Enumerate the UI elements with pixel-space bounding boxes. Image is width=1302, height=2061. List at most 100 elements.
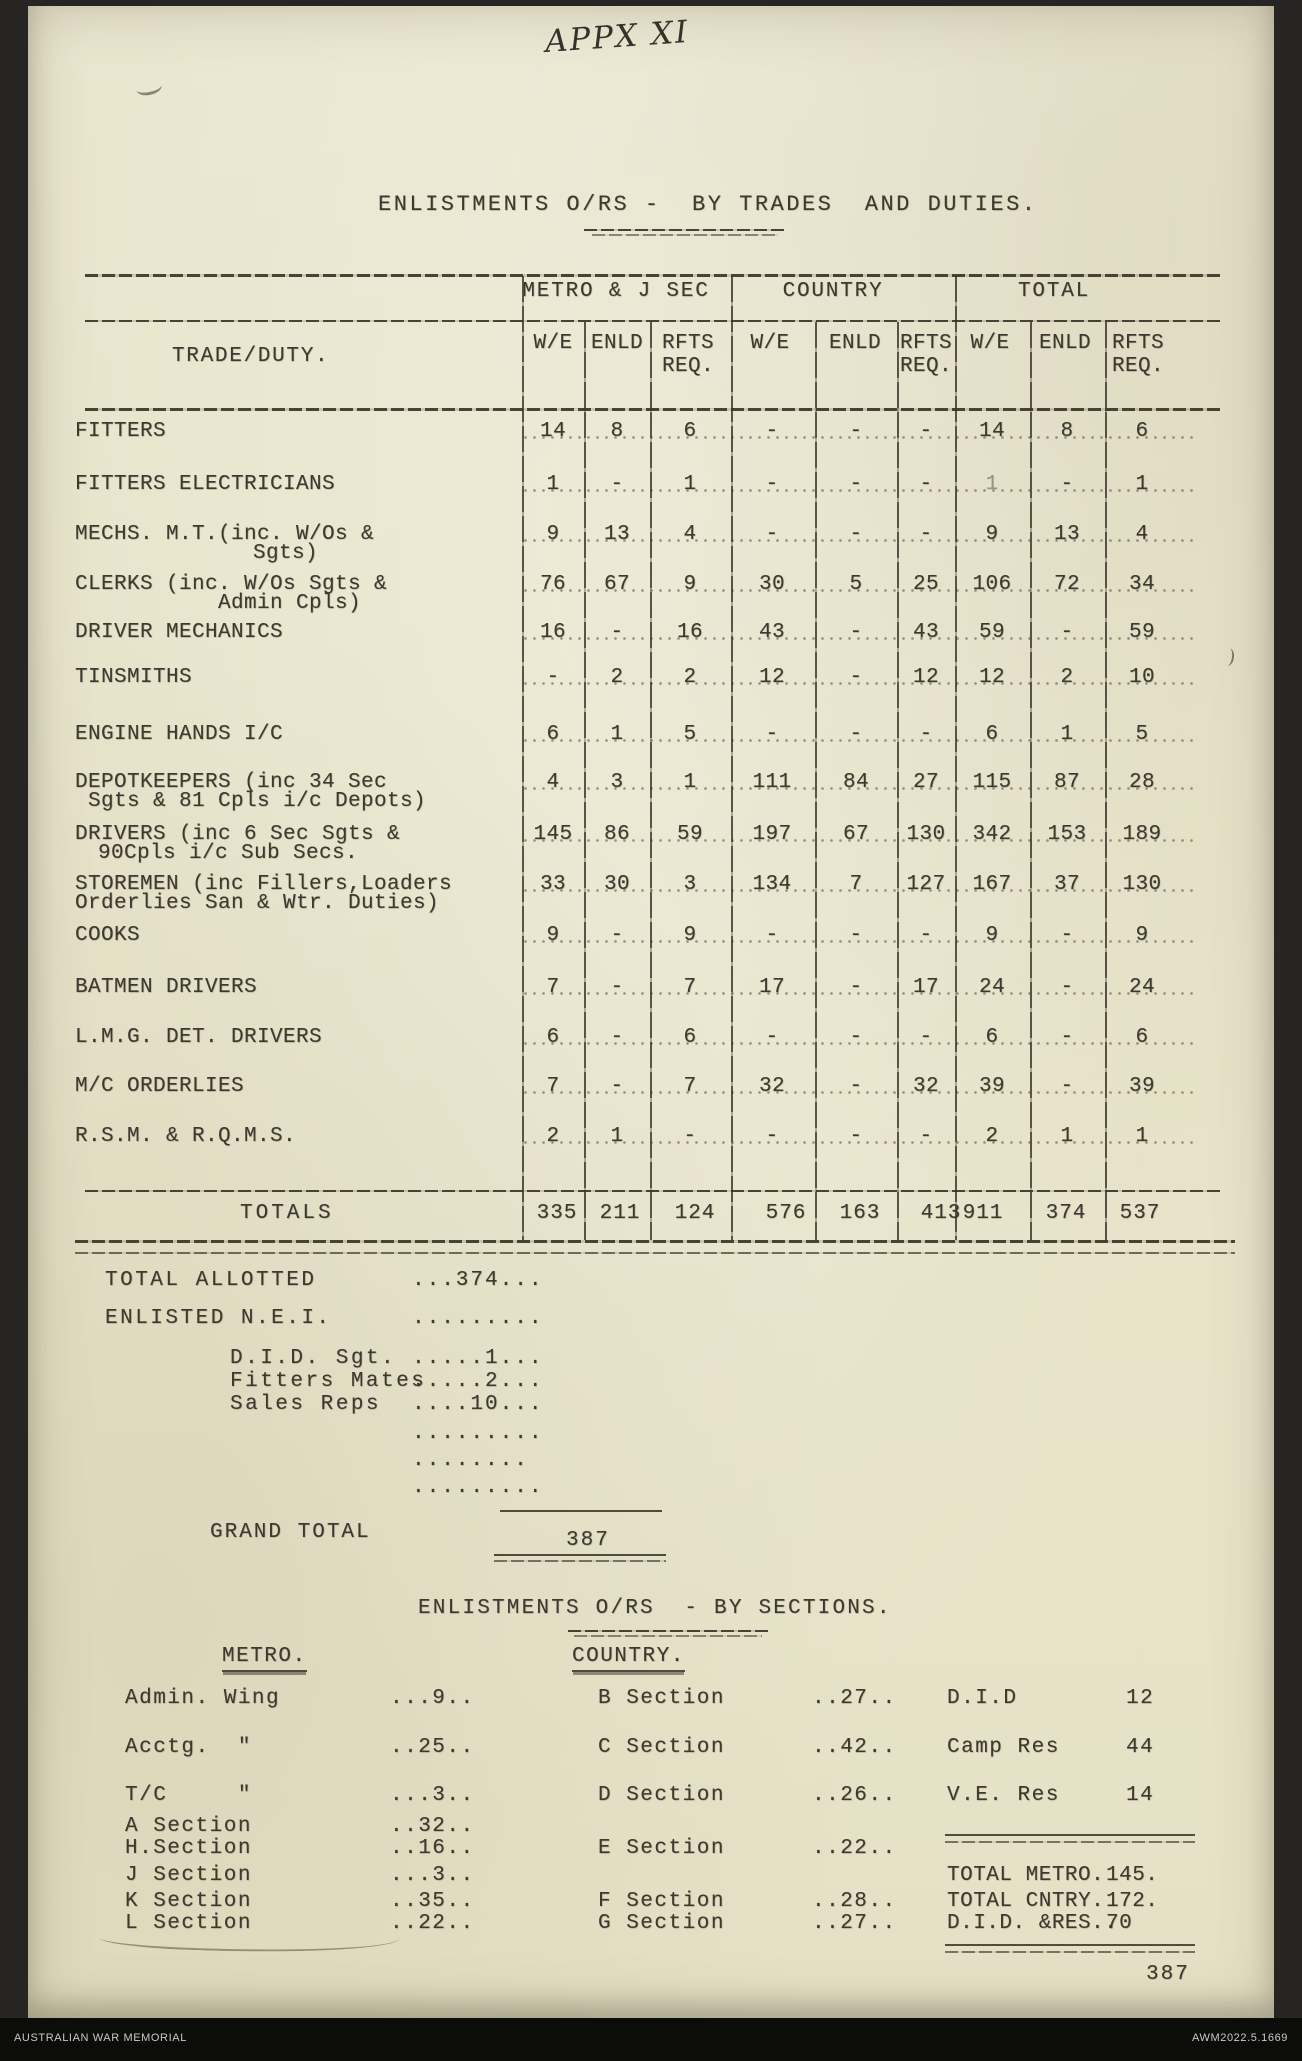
cell-value: 32 <box>758 1075 786 1098</box>
trade-label: Admin Cpls) <box>218 592 362 615</box>
summary-label: Fitters Mates <box>230 1370 427 1393</box>
cell-value: 9 <box>985 523 999 546</box>
sections-total-label: TOTAL CNTRY. <box>947 1890 1105 1913</box>
cell-value: - <box>765 924 779 947</box>
cell-value: 3 <box>610 771 624 794</box>
totals-bottom-rule-echo <box>75 1252 1235 1254</box>
cell-value: - <box>849 1125 863 1148</box>
subheader-we: W/E <box>970 332 1010 355</box>
archive-reference-number: AWM2022.5.1669 <box>1191 2032 1288 2044</box>
cell-value: - <box>919 523 933 546</box>
cell-value: 1 <box>683 473 697 496</box>
cell-value: 5 <box>849 573 863 596</box>
cell-value: 24 <box>1128 976 1156 999</box>
cell-value: - <box>610 924 624 947</box>
table-column-divider <box>1030 322 1032 1240</box>
cell-value: - <box>919 1026 933 1049</box>
table-group-divider <box>731 276 733 1240</box>
cell-value: 30 <box>603 873 631 896</box>
cell-value: 130 <box>906 823 946 846</box>
sections-subtotal-rule-2-echo <box>945 1951 1195 1953</box>
cell-value: 6 <box>985 1026 999 1049</box>
metro-section-value: ..16.. <box>390 1837 475 1860</box>
cell-value: 115 <box>972 771 1012 794</box>
cell-value: - <box>1060 1075 1074 1098</box>
totals-bottom-rule <box>75 1240 1235 1243</box>
sections-total-label: D.I.D. &RES.. <box>947 1912 1118 1935</box>
totals-value: 374 <box>1045 1202 1087 1225</box>
trade-label: CLERKS (inc. W/Os Sgts & <box>75 573 388 596</box>
cell-value: 24 <box>978 976 1006 999</box>
column-group-header: TOTAL <box>1017 280 1091 303</box>
cell-value: - <box>765 1125 779 1148</box>
cell-value: 2 <box>1060 666 1074 689</box>
cell-value: 1 <box>1135 473 1149 496</box>
totals-value: 911 <box>962 1202 1004 1225</box>
dotted-leader <box>524 787 1196 790</box>
cell-value: 7 <box>546 1075 560 1098</box>
trade-label: FITTERS ELECTRICIANS <box>75 473 336 496</box>
cell-value: 127 <box>906 873 946 896</box>
sections-subtotal-rule-2 <box>945 1944 1195 1946</box>
sections-total-value: 70 <box>1106 1912 1133 1935</box>
cell-value: 14 <box>978 420 1006 443</box>
subheader-enld: ENLD <box>1038 332 1092 355</box>
summary-value: ......... <box>412 1422 544 1445</box>
totals-value: 413 <box>920 1202 962 1225</box>
cell-value: - <box>765 1026 779 1049</box>
cell-value: 17 <box>758 976 786 999</box>
grand-total-label: GRAND TOTAL <box>210 1521 371 1544</box>
cell-value: 25 <box>912 573 940 596</box>
trade-label: DEPOTKEEPERS (inc 34 Sec <box>75 771 388 794</box>
subheader-we: W/E <box>750 332 790 355</box>
cell-value: - <box>546 666 560 689</box>
trade-label: R.S.M. & R.Q.M.S. <box>75 1125 297 1148</box>
totals-value: 124 <box>674 1202 716 1225</box>
metro-section-value: ..35.. <box>390 1890 475 1913</box>
pen-squiggle-mark <box>134 77 164 98</box>
table-header-rule <box>85 320 1220 322</box>
cell-value: 197 <box>752 823 792 846</box>
totals-value: 576 <box>765 1202 807 1225</box>
trade-label: Sgts) <box>253 542 319 565</box>
cell-value: 37 <box>1053 873 1081 896</box>
cell-value: - <box>610 473 624 496</box>
grand-total-underline-echo <box>494 1560 666 1562</box>
subheader-req: REQ. <box>899 355 953 378</box>
cell-value: 17 <box>912 976 940 999</box>
cell-value: 59 <box>1128 621 1156 644</box>
cell-value: 3 <box>683 873 697 896</box>
metro-section-label: Acctg. " <box>125 1736 252 1759</box>
totals-value: 163 <box>839 1202 881 1225</box>
cell-value: - <box>849 523 863 546</box>
cell-value: - <box>849 473 863 496</box>
cell-value: 5 <box>1135 723 1149 746</box>
title-underline-echo <box>592 234 778 236</box>
table-group-divider <box>522 276 524 1240</box>
cell-value: - <box>1060 473 1074 496</box>
cell-value: - <box>849 666 863 689</box>
metro-section-value: ...9.. <box>390 1687 475 1710</box>
grand-total-top-rule <box>500 1510 662 1512</box>
cell-value: - <box>849 924 863 947</box>
cell-value: 14 <box>539 420 567 443</box>
dotted-leader <box>524 940 1196 943</box>
cell-value: 16 <box>676 621 704 644</box>
cell-value: - <box>1060 976 1074 999</box>
cell-value: 59 <box>978 621 1006 644</box>
dotted-leader <box>524 1042 1196 1045</box>
cell-value: 8 <box>610 420 624 443</box>
dotted-leader <box>524 489 1196 492</box>
table-column-divider <box>897 322 899 1240</box>
country-section-label: F Section <box>598 1890 725 1913</box>
metro-section-value: ...3.. <box>390 1864 475 1887</box>
summary-value: ......... <box>412 1307 544 1330</box>
metro-section-label: A Section <box>125 1815 252 1838</box>
totals-value: 537 <box>1119 1202 1161 1225</box>
summary-label: TOTAL ALLOTTED <box>105 1269 317 1292</box>
cell-value: 32 <box>912 1075 940 1098</box>
summary-label: ENLISTED N.E.I. <box>105 1307 332 1330</box>
metro-section-value: ..32.. <box>390 1815 475 1838</box>
cell-value: 167 <box>972 873 1012 896</box>
cell-value: 43 <box>912 621 940 644</box>
